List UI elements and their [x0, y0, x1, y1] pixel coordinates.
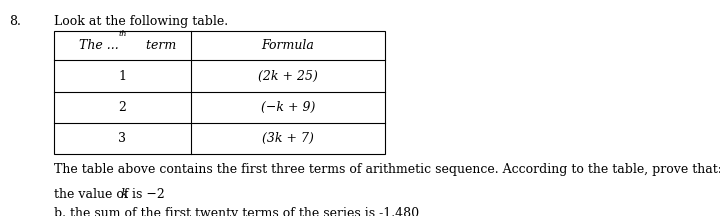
Text: th: th — [119, 30, 127, 38]
Text: 8.: 8. — [9, 15, 20, 28]
Text: (3k + 7): (3k + 7) — [262, 132, 314, 145]
Text: the value of: the value of — [54, 188, 132, 201]
Text: is −2: is −2 — [128, 188, 165, 201]
Text: Formula: Formula — [261, 39, 315, 52]
Text: 1: 1 — [118, 70, 127, 83]
Text: (−k + 9): (−k + 9) — [261, 101, 315, 114]
Text: The ...: The ... — [79, 39, 119, 52]
Text: Look at the following table.: Look at the following table. — [54, 15, 228, 28]
Text: The table above contains the first three terms of arithmetic sequence. According: The table above contains the first three… — [54, 163, 720, 176]
Text: b. the sum of the first twenty terms of the series is -1.480: b. the sum of the first twenty terms of … — [54, 207, 419, 216]
Text: 3: 3 — [118, 132, 127, 145]
Bar — [54, 31, 385, 154]
Text: 2: 2 — [119, 101, 126, 114]
Text: term: term — [142, 39, 176, 52]
Text: (2k + 25): (2k + 25) — [258, 70, 318, 83]
Text: k: k — [120, 188, 128, 201]
